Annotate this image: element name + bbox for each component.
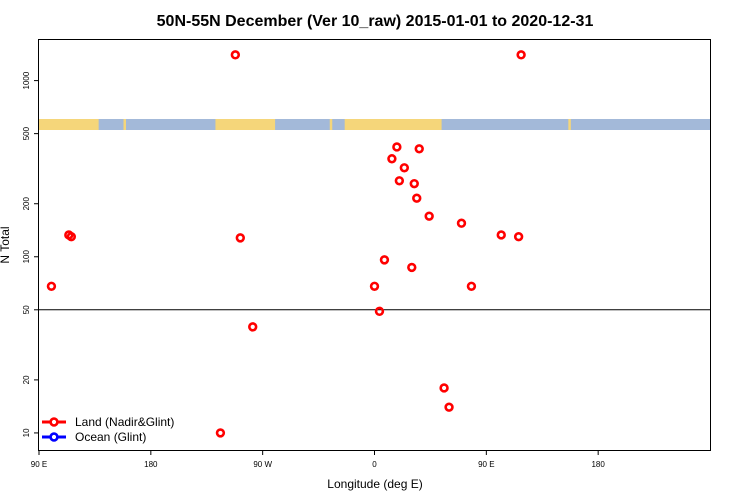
x-axis-label: Longitude (deg E): [327, 477, 422, 491]
data-point: [369, 281, 380, 291]
land-segment: [329, 119, 333, 130]
data-point: [513, 231, 524, 242]
legend: Land (Nadir&Glint)Ocean (Glint): [42, 415, 174, 444]
data-point: [66, 231, 77, 242]
chart-title: 50N-55N December (Ver 10_raw) 2015-01-01…: [157, 13, 594, 30]
data-point: [414, 144, 424, 154]
y-tick-label: 1000: [22, 71, 31, 89]
data-points: [46, 50, 526, 438]
data-point: [516, 50, 526, 60]
data-point: [412, 193, 422, 203]
land-segment: [344, 119, 442, 130]
data-point: [409, 178, 419, 189]
y-tick-label: 100: [22, 250, 31, 264]
x-tick-label: 90 E: [31, 460, 47, 469]
y-axis-label: N Total: [0, 226, 12, 263]
legend-marker: [49, 432, 59, 442]
x-tick-label: 0: [372, 460, 377, 469]
legend-label: Land (Nadir&Glint): [75, 415, 174, 429]
y-tick-label: 500: [22, 126, 31, 140]
y-tick-label: 10: [22, 428, 31, 437]
land-segment: [39, 119, 99, 130]
data-point: [407, 262, 417, 273]
land-ocean-strip: [39, 119, 710, 130]
data-point: [424, 211, 434, 221]
x-tick-label: 180: [144, 460, 158, 469]
data-point: [230, 50, 241, 60]
data-point: [399, 163, 410, 173]
data-point: [387, 154, 397, 164]
data-point: [392, 142, 402, 152]
data-point: [248, 322, 258, 332]
data-point: [444, 402, 454, 412]
legend-marker: [49, 417, 59, 427]
x-tick-label: 180: [591, 460, 605, 469]
x-axis: 90 E 180 90 W 0 90 E 180: [31, 450, 605, 469]
plot-area: [38, 39, 711, 451]
data-point: [456, 218, 467, 228]
x-tick-label: 90 E: [478, 460, 494, 469]
data-point: [496, 230, 506, 240]
data-point: [374, 306, 385, 317]
data-point: [235, 233, 246, 243]
y-tick-label: 20: [22, 375, 31, 384]
data-point: [439, 383, 449, 393]
data-point: [394, 176, 405, 186]
y-axis: 10 20 50 100 200 500 1000: [22, 71, 39, 437]
data-point: [379, 255, 390, 265]
y-tick-label: 200: [22, 197, 31, 211]
data-point: [215, 428, 226, 438]
x-tick-label: 90 W: [253, 460, 272, 469]
data-point: [46, 281, 57, 291]
land-segment: [568, 119, 571, 130]
land-segment: [215, 119, 276, 130]
legend-label: Ocean (Glint): [75, 430, 146, 444]
data-point: [466, 281, 477, 291]
land-segment: [123, 119, 126, 130]
y-tick-label: 50: [22, 305, 31, 314]
